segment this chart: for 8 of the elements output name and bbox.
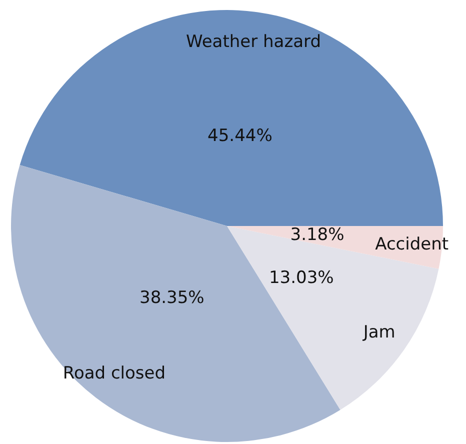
data-label: 3.18% [290,225,344,246]
slice-label: Jam [362,322,396,342]
data-label: 45.44% [208,126,272,146]
data-label: 38.35% [140,288,204,308]
data-label: 13.03% [268,268,334,288]
slice-label: Accident [375,234,449,255]
slice-label: Weather hazard [186,32,322,52]
slice-label: Road closed [62,364,166,384]
